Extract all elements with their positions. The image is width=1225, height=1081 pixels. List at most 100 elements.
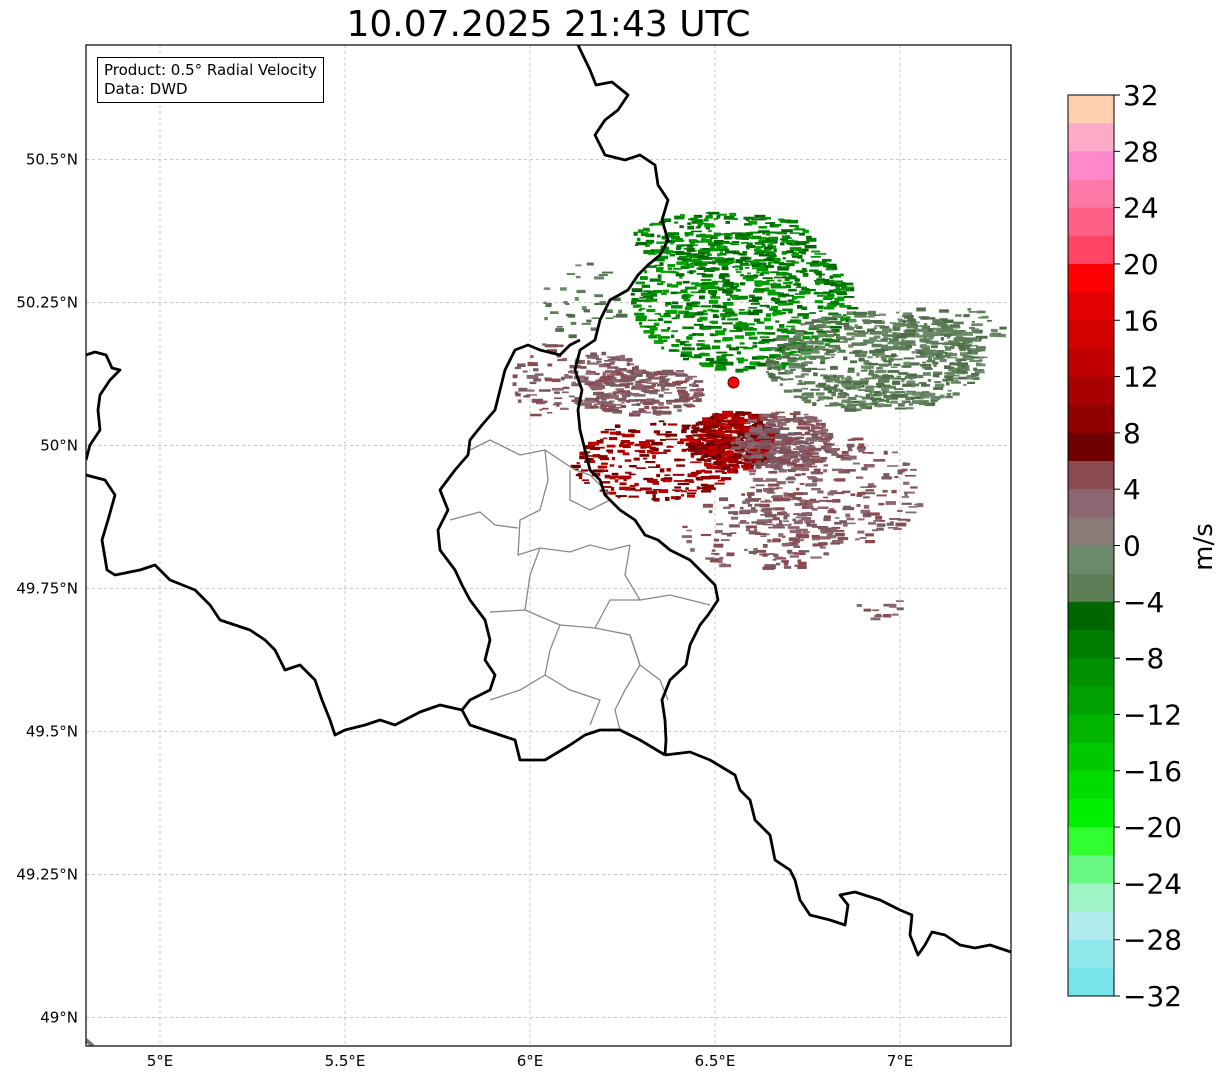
echo-cell <box>757 281 769 284</box>
echo-cell <box>609 464 615 467</box>
echo-cell <box>805 461 812 464</box>
echo-cell <box>636 237 641 242</box>
echo-cell <box>744 442 757 445</box>
echo-cell <box>730 516 739 520</box>
echo-cell <box>831 540 844 544</box>
echo-cell <box>666 433 678 437</box>
echo-cell <box>883 360 892 363</box>
echo-cell <box>736 328 743 332</box>
echo-cell <box>908 506 918 508</box>
echo-cell <box>632 386 644 390</box>
echo-cell <box>860 343 867 346</box>
echo-cell <box>704 429 710 433</box>
echo-cell <box>810 447 822 452</box>
echo-cell <box>654 401 660 404</box>
echo-cell <box>834 521 842 525</box>
echo-cell <box>615 355 623 358</box>
echo-cell <box>945 329 958 332</box>
echo-cell <box>793 520 803 525</box>
echo-cell <box>595 379 607 383</box>
echo-cell <box>951 370 958 373</box>
echo-cell <box>646 382 658 384</box>
echo-cell <box>809 312 816 314</box>
echo-cell <box>778 218 785 221</box>
echo-cell <box>789 299 795 303</box>
echo-cell <box>817 396 824 400</box>
echo-cell <box>709 475 720 480</box>
echo-cell <box>832 389 838 392</box>
echo-cell <box>887 527 899 529</box>
echo-cell <box>967 381 975 384</box>
echo-cell <box>764 490 772 493</box>
echo-cell <box>802 273 809 277</box>
echo-cell <box>863 492 876 495</box>
echo-cell <box>596 401 607 403</box>
echo-cell <box>843 296 855 298</box>
echo-cell <box>778 450 791 454</box>
echo-cell <box>700 475 711 480</box>
echo-cell <box>847 370 855 373</box>
echo-cell <box>721 354 734 357</box>
echo-cell <box>743 367 749 372</box>
echo-cell <box>920 316 928 320</box>
echo-cell <box>834 478 846 482</box>
echo-cell <box>636 299 648 302</box>
echo-cell <box>809 337 813 341</box>
echo-cell <box>737 433 748 437</box>
echo-cell <box>871 529 878 532</box>
echo-cell <box>751 235 762 240</box>
echo-cell <box>648 446 656 449</box>
echo-cell <box>693 323 704 326</box>
echo-cell <box>841 451 849 455</box>
echo-cell <box>923 372 931 376</box>
echo-cell <box>721 466 731 470</box>
echo-cell <box>895 323 905 325</box>
echo-cell <box>756 362 766 367</box>
echo-cell <box>735 368 744 373</box>
echo-cell <box>932 319 942 324</box>
echo-cell <box>748 220 758 225</box>
echo-cell <box>781 438 786 442</box>
echo-cell <box>797 348 802 352</box>
echo-cell <box>610 404 622 406</box>
echo-cell <box>856 504 861 507</box>
echo-cell <box>897 318 903 321</box>
echo-cell <box>705 227 710 230</box>
echo-cell <box>915 355 927 358</box>
echo-cell <box>798 379 803 384</box>
echo-cell <box>946 356 958 359</box>
echo-cell <box>791 300 800 304</box>
echo-cell <box>712 315 720 318</box>
echo-cell <box>743 455 750 458</box>
echo-cell <box>798 364 808 367</box>
echo-cell <box>634 482 639 487</box>
echo-cell <box>674 215 685 220</box>
echo-cell <box>800 258 805 263</box>
echo-cell <box>922 391 930 394</box>
echo-cell <box>744 449 749 453</box>
echo-cell <box>886 396 892 400</box>
echo-cell <box>666 252 671 255</box>
echo-cell <box>916 307 926 312</box>
echo-cell <box>894 407 907 410</box>
echo-cell <box>807 367 818 370</box>
echo-cell <box>601 462 608 465</box>
echo-cell <box>664 382 672 386</box>
echo-cell <box>711 549 716 552</box>
echo-cell <box>743 428 750 432</box>
echo-cell <box>883 450 888 455</box>
echo-cell <box>935 354 943 358</box>
echo-cell <box>727 469 734 473</box>
echo-cell <box>772 363 782 367</box>
echo-cell <box>949 345 955 349</box>
lon-tick-label: 5.5°E <box>325 1052 366 1070</box>
echo-cell <box>923 350 934 354</box>
echo-cell <box>753 290 765 293</box>
echo-cell <box>773 467 782 471</box>
echo-cell <box>708 510 713 514</box>
echo-cell <box>817 295 824 297</box>
echo-cell <box>813 264 819 267</box>
echo-cell <box>928 336 934 340</box>
echo-cell <box>853 330 865 333</box>
echo-cell <box>892 381 901 385</box>
